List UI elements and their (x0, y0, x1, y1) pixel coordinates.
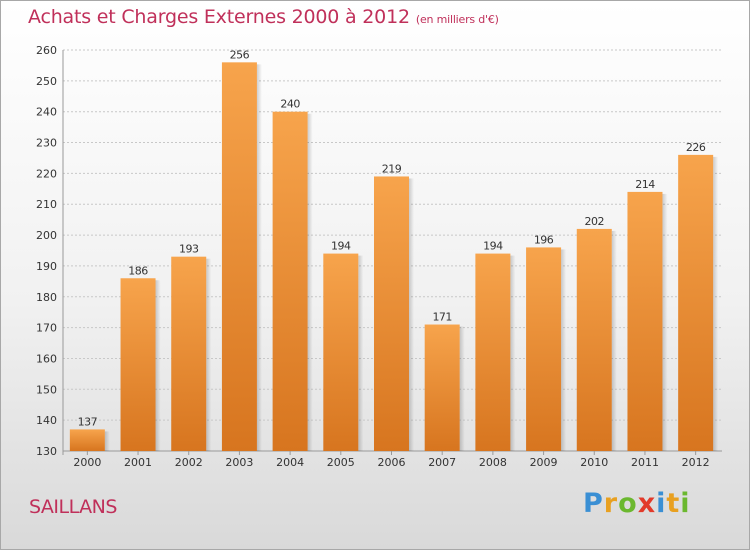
bar-shadow (561, 249, 567, 451)
bar-shadow (510, 255, 516, 451)
bar-shadow (358, 255, 364, 451)
y-tick-label: 150 (36, 383, 57, 396)
x-tick-label: 2000 (73, 456, 101, 469)
bar-2005 (323, 253, 359, 451)
y-tick-label: 260 (36, 44, 57, 57)
y-tick-label: 210 (36, 198, 57, 211)
data-label: 186 (128, 264, 148, 277)
bar-shadow (611, 230, 617, 451)
x-tick-label: 2001 (124, 456, 152, 469)
y-tick-label: 170 (36, 322, 57, 335)
chart-title-block: Achats et Charges Externes 2000 à 2012 (e… (28, 6, 499, 28)
logo-letter: o (618, 488, 638, 519)
logo-letter: t (666, 488, 681, 519)
x-tick-label: 2009 (530, 456, 558, 469)
y-tick-label: 180 (36, 291, 57, 304)
y-tick-label: 240 (36, 106, 57, 119)
bar-shadow (256, 64, 262, 451)
bar-shadow (155, 280, 161, 451)
x-tick-label: 2011 (631, 456, 659, 469)
bar-2012 (678, 154, 714, 451)
y-tick-label: 230 (36, 137, 57, 150)
data-label: 193 (179, 243, 199, 256)
data-label: 214 (635, 178, 655, 191)
data-label: 194 (483, 240, 503, 253)
data-label: 194 (331, 240, 351, 253)
y-tick-label: 140 (36, 414, 57, 427)
bar-2010 (576, 228, 612, 451)
data-label: 137 (78, 415, 98, 428)
data-label: 219 (382, 162, 402, 175)
x-tick-label: 2008 (479, 456, 507, 469)
y-tick-label: 130 (36, 445, 57, 458)
x-tick-label: 2003 (225, 456, 253, 469)
data-label: 226 (686, 141, 706, 154)
data-label: 202 (585, 215, 605, 228)
y-tick-label: 160 (36, 352, 57, 365)
logo-letter: P (583, 488, 604, 519)
bar-2006 (374, 176, 409, 451)
bar-shadow (459, 326, 465, 451)
logo-letter: i (680, 488, 691, 519)
y-tick-label: 190 (36, 260, 57, 273)
bar-shadow (409, 178, 414, 451)
bar-2001 (120, 278, 156, 451)
bar-2008 (475, 253, 511, 451)
bar-2004 (272, 111, 308, 451)
x-tick-label: 2007 (428, 456, 456, 469)
bar-2002 (171, 256, 207, 451)
bar-shadow (104, 431, 110, 451)
bar-shadow (206, 258, 212, 451)
y-tick-label: 200 (36, 229, 57, 242)
x-tick-label: 2002 (175, 456, 203, 469)
data-label: 256 (230, 48, 250, 61)
data-label: 240 (280, 98, 300, 111)
x-tick-label: 2010 (580, 456, 608, 469)
bar-shadow (662, 193, 668, 451)
bar-2011 (627, 191, 663, 451)
y-tick-label: 220 (36, 167, 57, 180)
chart-subtitle: (en milliers d'€) (415, 13, 499, 26)
bar-2000 (69, 429, 105, 451)
chart-title: Achats et Charges Externes 2000 à 2012 (28, 6, 410, 28)
proxiti-logo: Proxiti (583, 488, 691, 519)
logo-letter: i (656, 488, 667, 519)
bar-shadow (713, 156, 719, 451)
logo-letter: r (603, 488, 619, 519)
x-tick-label: 2006 (378, 456, 406, 469)
location-label: SAILLANS (29, 496, 117, 518)
x-tick-label: 2005 (327, 456, 355, 469)
logo-letter: x (637, 488, 657, 519)
x-tick-label: 2012 (682, 456, 710, 469)
y-tick-label: 250 (36, 75, 57, 88)
bar-shadow (307, 113, 313, 451)
x-tick-label: 2004 (276, 456, 304, 469)
data-label: 171 (432, 311, 452, 324)
data-label: 196 (534, 233, 554, 246)
bar-2007 (424, 324, 460, 451)
bar-2009 (526, 247, 562, 451)
bar-2003 (221, 62, 257, 451)
